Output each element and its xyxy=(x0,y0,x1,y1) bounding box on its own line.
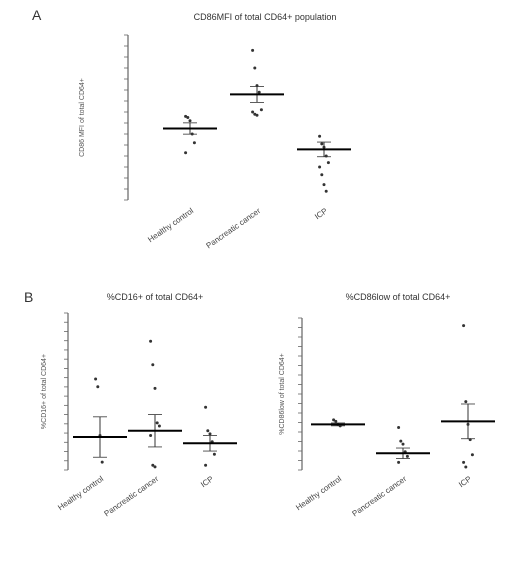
data-point xyxy=(204,463,208,467)
category-label: ICP xyxy=(199,474,215,489)
data-point xyxy=(251,110,255,114)
data-point xyxy=(470,453,474,457)
data-point xyxy=(94,377,98,381)
category-label: ICP xyxy=(313,206,329,221)
data-point xyxy=(149,433,153,437)
data-point xyxy=(397,425,401,429)
chart-title: %CD86low of total CD64+ xyxy=(346,292,451,302)
data-point xyxy=(462,324,466,328)
data-point xyxy=(259,108,263,112)
panel-letter-b: B xyxy=(24,289,33,305)
data-point xyxy=(464,465,468,469)
data-point xyxy=(184,151,188,155)
data-point xyxy=(326,161,330,165)
data-point xyxy=(318,165,322,169)
data-point xyxy=(334,419,338,423)
data-point xyxy=(192,141,196,145)
chart-b-left: %CD16+ of total CD64+ %CD16+ of total CD6… xyxy=(41,292,237,518)
data-point xyxy=(401,442,405,446)
category-label: Healthy control xyxy=(56,474,105,512)
data-point xyxy=(318,134,322,138)
data-point xyxy=(255,113,259,117)
data-point xyxy=(462,460,466,464)
category-label: Pancreatic cancer xyxy=(103,474,161,518)
data-point xyxy=(151,463,155,467)
data-point xyxy=(212,452,216,456)
data-point xyxy=(204,405,208,409)
data-point xyxy=(153,386,157,390)
data-point xyxy=(188,119,192,123)
data-point xyxy=(251,48,255,52)
data-point xyxy=(405,454,409,458)
data-point xyxy=(151,363,155,367)
data-point xyxy=(397,460,401,464)
data-point xyxy=(208,432,212,436)
data-point xyxy=(320,173,324,177)
y-axis-label: %CD86low of total CD64+ xyxy=(279,353,286,435)
data-point xyxy=(186,116,190,119)
chart-b-right: %CD86low of total CD64+ %CD86low of total… xyxy=(279,292,495,518)
data-point xyxy=(153,465,157,469)
category-label: Healthy control xyxy=(294,474,343,512)
data-point xyxy=(149,339,153,343)
data-point xyxy=(206,429,210,433)
data-point xyxy=(96,385,100,389)
data-point xyxy=(320,142,324,146)
panel-letter-a: A xyxy=(32,7,42,23)
data-point xyxy=(157,424,161,428)
data-point xyxy=(332,418,336,422)
data-point xyxy=(322,183,326,187)
y-axis-label: CD86 MFI of total CD64+ xyxy=(79,78,86,157)
data-point xyxy=(155,421,159,425)
chart-title: %CD16+ of total CD64+ xyxy=(107,292,204,302)
y-axis-label: %CD16+ of total CD64+ xyxy=(41,354,48,429)
data-point xyxy=(399,439,403,443)
category-label: Pancreatic cancer xyxy=(351,474,409,518)
data-point xyxy=(324,189,328,193)
category-label: Pancreatic cancer xyxy=(205,206,263,250)
data-point xyxy=(464,400,468,404)
data-point xyxy=(253,66,257,70)
chart-a: CD86MFI of total CD64+ population CD86 MF… xyxy=(79,12,351,250)
data-point xyxy=(257,90,261,94)
chart-title: CD86MFI of total CD64+ population xyxy=(194,12,337,22)
category-label: ICP xyxy=(457,474,473,489)
data-point xyxy=(100,460,104,464)
category-label: Healthy control xyxy=(146,206,195,244)
